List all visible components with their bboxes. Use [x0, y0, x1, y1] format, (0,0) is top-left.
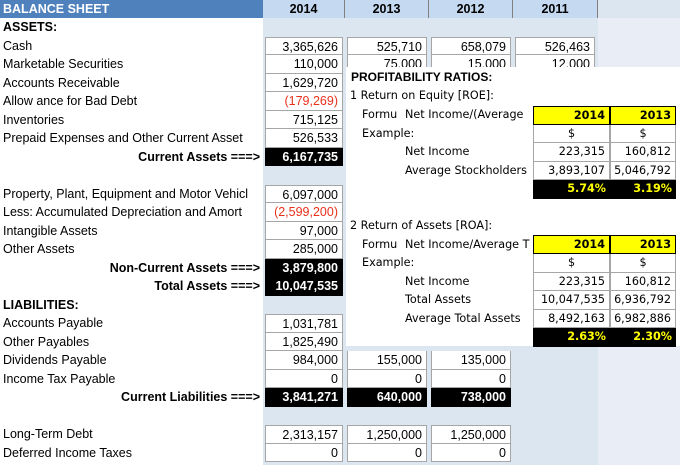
roe-net-income-2013[interactable]: 160,812: [610, 143, 676, 162]
roa-net-income-label: Net Income: [405, 274, 470, 288]
roa-avg-assets-label: Average Total Assets: [405, 311, 521, 325]
roe-avg-equity-2014[interactable]: 3,893,107: [533, 161, 610, 180]
cell-current-liab-2012[interactable]: 738,000: [431, 388, 511, 407]
roa-currency-2014[interactable]: $: [533, 254, 610, 273]
roa-total-assets-2014[interactable]: 10,047,535: [533, 291, 610, 310]
assets-header: ASSETS:: [3, 20, 58, 34]
roa-total-assets-2013[interactable]: 6,936,792: [610, 291, 676, 310]
cell-long-term-2012[interactable]: 1,250,000: [431, 425, 511, 444]
roa-avg-assets-2013[interactable]: 6,982,886: [610, 309, 676, 328]
cell-depreciation-2014[interactable]: (2,599,200): [265, 203, 343, 222]
roe-formula-label: Formu: [362, 108, 398, 121]
roe-currency-2013[interactable]: $: [610, 124, 676, 143]
cell-long-term-2014[interactable]: 2,313,157: [265, 425, 343, 444]
header-filler: [598, 0, 680, 18]
roa-example-label: Example:: [362, 256, 415, 269]
cell-income-tax-2014[interactable]: 0: [265, 369, 343, 388]
roa-heading: 2 Return of Assets [ROA]:: [350, 219, 493, 232]
cell-current-liab-2013[interactable]: 640,000: [347, 388, 427, 407]
row-label-other-assets: Other Assets: [3, 242, 75, 256]
cell-cash-2014[interactable]: 3,365,626: [265, 36, 343, 55]
roe-net-income-2014[interactable]: 223,315: [533, 143, 610, 162]
cell-dividends-2013[interactable]: 155,000: [347, 351, 427, 370]
year-header-2012[interactable]: 2012: [429, 0, 513, 18]
ratios-title: PROFITABILITY RATIOS:: [351, 70, 493, 84]
cell-intangible-2014[interactable]: 97,000: [265, 221, 343, 240]
row-label-depreciation: Less: Accumulated Depreciation and Amort: [3, 205, 243, 219]
cell-prepaid-2014[interactable]: 526,533: [265, 129, 343, 148]
row-label-receivable: Accounts Receivable: [3, 75, 120, 90]
roe-year-2013[interactable]: 2013: [610, 105, 676, 125]
cell-securities-2014[interactable]: 110,000: [265, 55, 343, 74]
cell-inventories-2014[interactable]: 715,125: [265, 110, 343, 129]
row-label-securities: Marketable Securities: [3, 57, 124, 71]
cell-income-tax-2012[interactable]: 0: [431, 369, 511, 388]
row-label-non-current: Non-Current Assets ===>: [109, 260, 260, 275]
row-label-current-assets: Current Assets ===>: [138, 149, 260, 164]
year-header-2013[interactable]: 2013: [345, 0, 429, 18]
cell-deferred-2014[interactable]: 0: [265, 443, 343, 462]
row-label-payable: Accounts Payable: [3, 316, 104, 330]
year-header-2014[interactable]: 2014: [263, 0, 345, 18]
cell-deferred-2012[interactable]: 0: [431, 443, 511, 462]
roa-year-2013[interactable]: 2013: [610, 235, 676, 254]
roe-avg-equity-label: Average Stockholders: [405, 163, 527, 177]
year-header-2011[interactable]: 2011: [513, 0, 598, 18]
cell-cash-2012[interactable]: 658,079: [431, 36, 511, 55]
roa-total-assets-label: Total Assets: [405, 293, 472, 306]
cell-cash-2011[interactable]: 526,463: [515, 36, 595, 55]
cell-ppe-2014[interactable]: 6,097,000: [265, 184, 343, 203]
roa-formula-label: Formu: [362, 237, 398, 251]
cell-non-current-2014[interactable]: 3,879,800: [265, 258, 343, 277]
sheet-title: BALANCE SHEET: [0, 0, 263, 18]
row-label-ppe: Property, Plant, Equipment and Motor Veh…: [3, 186, 249, 201]
roa-percent-2013[interactable]: 2.30%: [610, 328, 676, 347]
row-label-inventories: Inventories: [3, 112, 65, 127]
row-label-dividends: Dividends Payable: [3, 353, 107, 367]
cell-bad-debt-2014[interactable]: (179,269): [265, 92, 343, 111]
roa-currency-2013[interactable]: $: [610, 254, 676, 273]
roe-formula: Net Income/(Average: [405, 108, 524, 121]
cell-receivable-2014[interactable]: 1,629,720: [265, 73, 343, 92]
cell-dividends-2012[interactable]: 135,000: [431, 351, 511, 370]
roe-example-label: Example:: [362, 126, 415, 140]
cell-dividends-2014[interactable]: 984,000: [265, 351, 343, 370]
roa-formula: Net Income/Average T: [405, 237, 530, 251]
roe-avg-equity-2013[interactable]: 5,046,792: [610, 161, 676, 180]
roa-net-income-2014[interactable]: 223,315: [533, 272, 610, 291]
cell-income-tax-2013[interactable]: 0: [347, 369, 427, 388]
roe-currency-2014[interactable]: $: [533, 124, 610, 143]
roa-avg-assets-2014[interactable]: 8,492,163: [533, 309, 610, 328]
roe-heading: 1 Return on Equity [ROE]:: [350, 89, 494, 102]
row-label-cash: Cash: [3, 38, 33, 53]
cell-deferred-2013[interactable]: 0: [347, 443, 427, 462]
roe-net-income-label: Net Income: [405, 145, 470, 158]
row-label-intangible: Intangible Assets: [3, 223, 98, 238]
roe-percent-2014[interactable]: 5.74%: [533, 180, 610, 199]
row-label-bad-debt: Allow ance for Bad Debt: [3, 94, 138, 108]
roa-net-income-2013[interactable]: 160,812: [610, 272, 676, 291]
cell-total-assets-2014[interactable]: 10,047,535: [265, 277, 343, 296]
roe-percent-2013[interactable]: 3.19%: [610, 180, 676, 199]
row-label-long-term: Long-Term Debt: [3, 427, 93, 441]
row-label-prepaid: Prepaid Expenses and Other Current Asset: [3, 131, 243, 145]
cell-current-assets-2014[interactable]: 6,167,735: [265, 147, 343, 166]
row-label-other-payables: Other Payables: [3, 334, 90, 349]
cell-other-assets-2014[interactable]: 285,000: [265, 240, 343, 259]
cell-payable-2014[interactable]: 1,031,781: [265, 314, 343, 333]
cell-long-term-2013[interactable]: 1,250,000: [347, 425, 427, 444]
cell-current-liab-2014[interactable]: 3,841,271: [265, 388, 343, 407]
roa-year-2014[interactable]: 2014: [533, 235, 610, 254]
roe-year-2014[interactable]: 2014: [533, 105, 610, 125]
cell-cash-2013[interactable]: 525,710: [347, 36, 427, 55]
row-label-income-tax: Income Tax Payable: [3, 371, 116, 386]
cell-other-payables-2014[interactable]: 1,825,490: [265, 332, 343, 351]
row-label-deferred: Deferred Income Taxes: [3, 445, 132, 460]
row-label-total-assets: Total Assets ===>: [154, 279, 260, 293]
row-label-current-liab: Current Liabilities ===>: [121, 390, 260, 404]
roa-percent-2014[interactable]: 2.63%: [533, 328, 610, 347]
liabilities-header: LIABILITIES:: [3, 297, 79, 312]
